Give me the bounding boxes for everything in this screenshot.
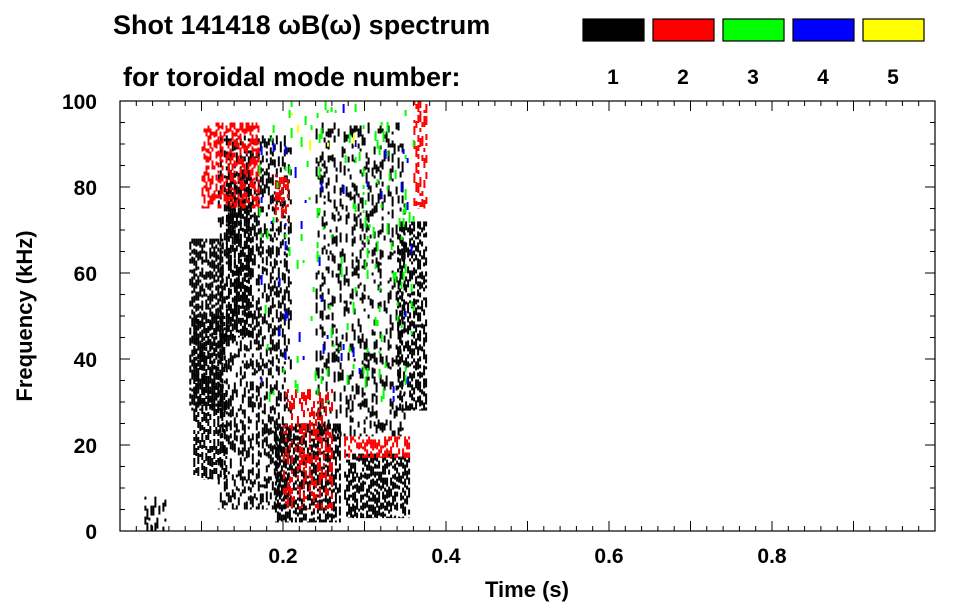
legend-label-mode-4: 4	[817, 66, 829, 89]
mode-1-region-5	[217, 135, 292, 510]
mode-3-region-15	[258, 101, 415, 402]
mode-2-region-10	[201, 122, 260, 209]
y-tick-label: 80	[74, 177, 97, 200]
x-tick-label: 0.4	[431, 545, 461, 568]
mode-2-region-13	[344, 436, 411, 458]
x-tick-label: 0.6	[594, 545, 623, 568]
legend-swatch-mode-1	[582, 18, 645, 42]
y-tick-label: 100	[62, 91, 97, 114]
y-axis-label: Frequency (kHz)	[12, 230, 37, 401]
x-axis-label: Time (s)	[485, 577, 569, 602]
y-tick-label: 20	[74, 435, 97, 458]
legend-swatch-mode-3	[722, 18, 785, 42]
spectrum-image	[144, 101, 428, 531]
title-line-1: Shot 141418 ωB(ω) spectrum	[113, 10, 490, 40]
title-block: Shot 141418 ωB(ω) spectrum for toroidal …	[113, 10, 490, 92]
mode-1-region-9	[397, 221, 428, 411]
legend-label-mode-1: 1	[607, 66, 619, 89]
legend-label-mode-3: 3	[747, 66, 759, 89]
legend-swatch-mode-2	[652, 18, 715, 42]
mode-1-region-7	[315, 122, 406, 437]
mode-1-region-8	[344, 453, 411, 519]
y-tick-label: 40	[74, 349, 97, 372]
mode-2-region-14	[413, 101, 428, 209]
legend-label-mode-5: 5	[887, 66, 899, 89]
mode-1-region-1	[144, 496, 167, 531]
axes: 0.2 0.4 0.6 0.8 0 20 40 60 80 100	[62, 91, 935, 568]
legend-swatch-mode-5	[862, 18, 925, 42]
mode-1-region-2	[189, 238, 224, 411]
mode-5-region-17	[291, 112, 355, 151]
title-line-2: for toroidal mode number:	[123, 62, 461, 92]
y-tick-label: 0	[85, 521, 97, 544]
x-tick-label: 0.2	[268, 545, 297, 568]
mode-4-region-16	[260, 104, 413, 402]
x-tick-label: 0.8	[757, 545, 787, 568]
y-tick-label: 60	[74, 263, 97, 286]
legend-label-mode-2: 2	[677, 66, 689, 89]
legend-swatch-mode-4	[792, 18, 855, 42]
mode-2-region-12	[283, 389, 333, 510]
legend: 1 2 3 4 5	[582, 18, 925, 89]
mode-1-region-3	[193, 316, 228, 480]
